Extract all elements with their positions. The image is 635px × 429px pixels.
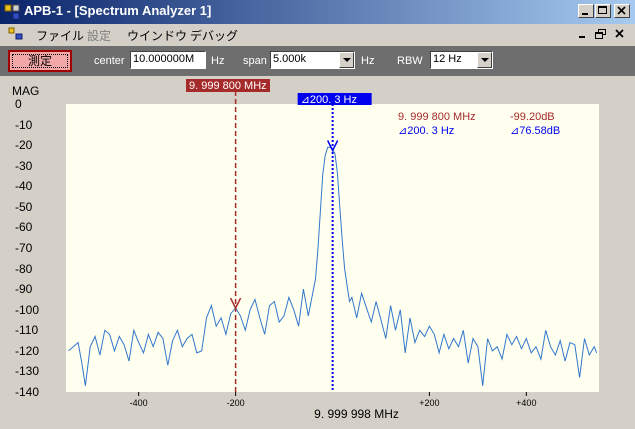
marker2-label: ⊿200. 3 Hz [301,94,357,106]
mdi-minimize-icon[interactable] [576,28,590,40]
minimize-button[interactable] [578,4,594,18]
span-select[interactable]: 5.000k [270,51,355,69]
readout-marker1-level: -99.20dB [510,111,555,123]
y-tick-label: -70 [15,241,33,255]
marker1-label-bg [186,79,270,92]
y-tick-label: -120 [15,343,40,358]
mdi-close-icon[interactable] [613,28,627,40]
mdi-restore-icon[interactable] [594,28,608,40]
x-tick-label: +400 [516,398,536,408]
y-tick-label: -80 [15,261,33,276]
menu-debug[interactable]: デバッグ [190,29,239,43]
window-title: APB-1 - [Spectrum Analyzer 1] [24,3,212,18]
close-button[interactable] [614,4,630,18]
y-axis-label: MAG [12,84,40,98]
x-tick-label: +200 [419,398,439,408]
maximize-icon [598,6,607,14]
app-icon [4,4,20,20]
y-tick-label: -40 [15,179,33,194]
span-dropdown-arrow-icon[interactable] [339,52,354,68]
y-tick-label: -90 [15,282,33,297]
y-tick-label: -110 [15,323,39,338]
menu-file[interactable]: ファイル [36,29,85,43]
span-label: span [243,55,267,67]
y-tick-label: -50 [15,199,33,214]
y-tick-label: -60 [15,220,33,235]
close-icon [617,6,626,15]
marker2-arrow-icon [326,140,339,153]
center-unit: Hz [211,55,225,67]
y-tick-label: -100 [15,302,40,317]
y-tick-label: -140 [15,385,40,399]
y-tick-label: -10 [15,117,33,132]
title-bar: APB-1 - [Spectrum Analyzer 1] [0,0,635,24]
marker1-label: 9. 999 800 MHz [189,80,267,92]
rbw-select[interactable]: 12 Hz [430,51,493,69]
menu-bar: ファイル 設定 ウインドウ デバッグ [0,24,635,44]
rbw-label: RBW [397,55,423,67]
readout-marker1-freq: 9. 999 800 MHz [398,111,476,123]
rbw-value: 12 Hz [433,53,462,65]
span-value: 5.000k [273,53,307,65]
y-tick-label: -20 [15,138,33,153]
readout-marker2-level: ⊿76.58dB [510,125,560,137]
marker2-label-bg [297,93,372,105]
span-unit: Hz [361,55,375,67]
marker1-arrow-icon [229,297,242,310]
measure-button[interactable]: 測定 [8,50,72,72]
x-tick-label: -200 [227,398,245,408]
menu-settings[interactable]: 設定 [87,29,112,43]
readout-marker2-freq: ⊿200. 3 Hz [398,125,454,137]
rbw-dropdown-arrow-icon[interactable] [477,52,492,68]
y-tick-label: 0 [15,97,22,111]
y-tick-label: -30 [15,158,33,173]
child-window-icon[interactable] [8,27,24,41]
x-tick-label: -400 [130,398,148,408]
menu-window[interactable]: ウインドウ [127,29,188,43]
center-input[interactable]: 10.000000M [130,51,206,69]
toolbar: 測定 center 10.000000M Hz span 5.000k Hz R… [0,46,635,76]
maximize-button[interactable] [595,4,611,18]
x-center-label: 9. 999 998 MHz [314,407,399,421]
center-label: center [94,55,125,67]
minimize-icon [582,13,588,15]
y-tick-label: -130 [15,364,40,379]
